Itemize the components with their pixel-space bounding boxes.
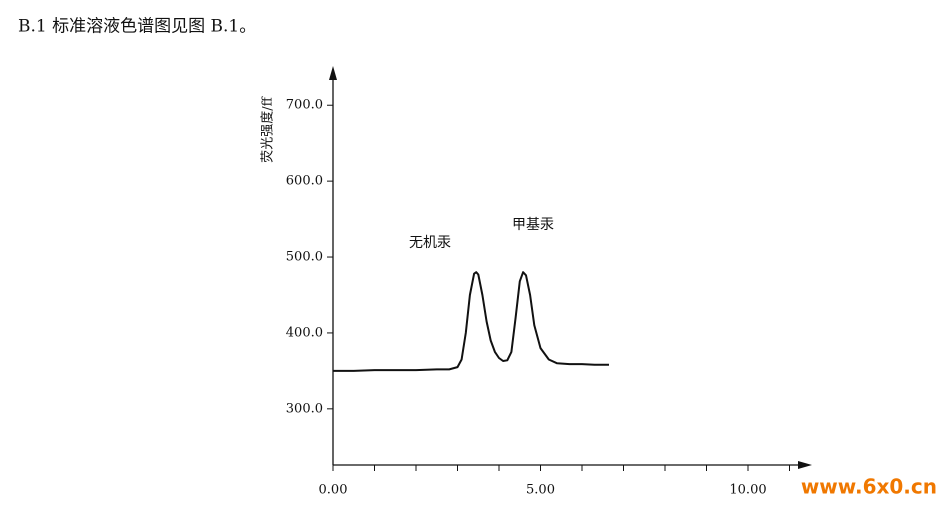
x-tick-label: 5.00 xyxy=(526,483,555,498)
y-tick-label: 400.0 xyxy=(286,325,323,340)
x-arrow xyxy=(798,461,812,469)
y-arrow xyxy=(329,66,337,80)
y-tick-label: 600.0 xyxy=(286,174,323,189)
annotation: 无机汞 xyxy=(409,235,451,251)
y-axis-label: 荧光强度/ff xyxy=(260,95,276,162)
annotation: 甲基汞 xyxy=(512,216,554,233)
x-tick-label: 0.00 xyxy=(319,483,348,498)
y-tick-label: 500.0 xyxy=(286,250,323,265)
y-tick-label: 700.0 xyxy=(286,98,323,113)
watermark: www.6x0.cn xyxy=(801,475,937,499)
heading: B.1 标准溶液色谱图见图 B.1。 xyxy=(18,17,256,37)
y-tick-label: 300.0 xyxy=(286,401,323,416)
trace xyxy=(333,271,609,372)
x-tick-label: 10.00 xyxy=(729,483,766,498)
